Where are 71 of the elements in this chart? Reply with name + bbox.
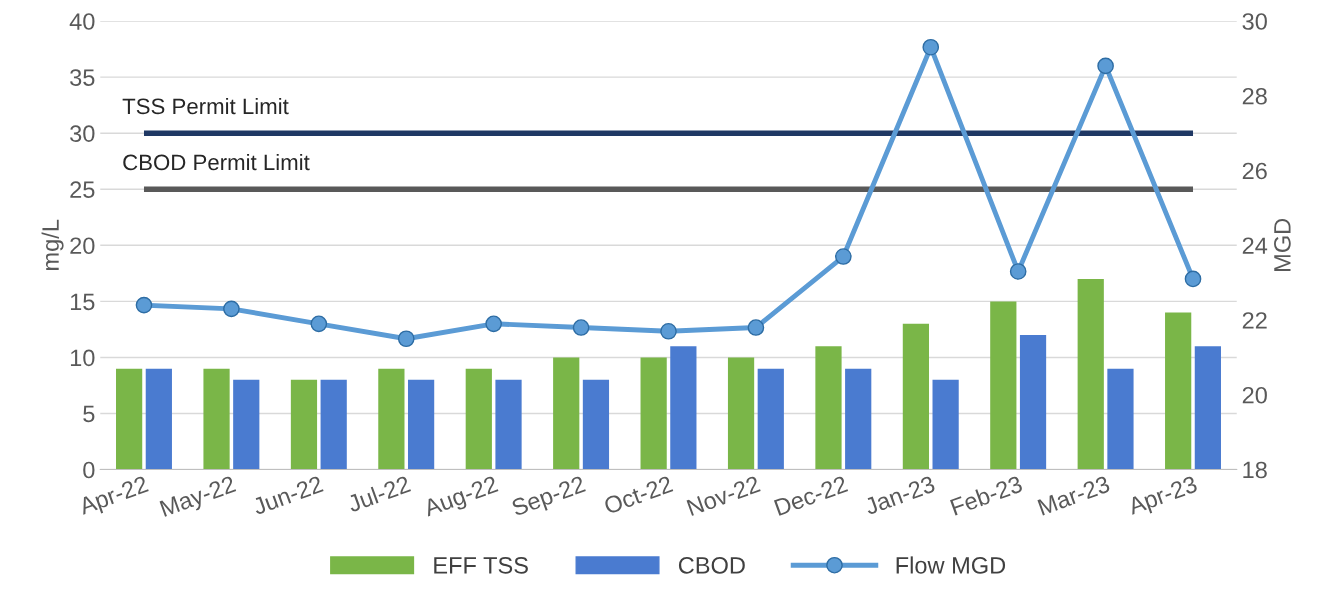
y-tick-label: 10 — [70, 349, 95, 367]
bar — [465, 368, 492, 470]
legend-label: CBOD — [678, 556, 745, 574]
y-tick-label: 20 — [70, 237, 95, 255]
y2-tick-label: 30 — [1242, 13, 1267, 30]
y-tick-label: 5 — [83, 405, 95, 423]
y-tick-label: 15 — [70, 293, 95, 311]
bar — [1107, 368, 1134, 470]
ref-line-label: TSS Permit Limit — [122, 97, 289, 115]
point — [1097, 57, 1114, 75]
point — [310, 315, 328, 333]
bar — [815, 346, 842, 470]
y-tick-label: 25 — [70, 181, 95, 199]
y2-tick-label: 26 — [1242, 162, 1267, 180]
y2-tick-label: 24 — [1242, 237, 1268, 254]
bar — [233, 379, 260, 470]
bar — [582, 379, 610, 470]
point — [922, 38, 940, 56]
bar — [320, 379, 347, 470]
y-tick-label: 40 — [69, 13, 95, 30]
ref-line-label: CBOD Permit Limit — [123, 153, 310, 171]
point — [747, 319, 765, 336]
y-tick-label: 35 — [70, 69, 95, 86]
bar — [990, 301, 1017, 470]
x-tick-label: Oct-22 — [603, 475, 674, 515]
legend-label: Flow MGD — [896, 556, 1006, 574]
bar — [407, 379, 435, 470]
point — [135, 296, 153, 314]
bar — [1019, 335, 1047, 470]
x-tick-label: Sep-22 — [510, 475, 588, 521]
x-tick-label: Dec-22 — [773, 475, 849, 517]
bar — [203, 368, 230, 470]
bar — [1165, 312, 1192, 470]
point — [835, 248, 852, 265]
bar — [116, 368, 143, 470]
x-tick-label: Jul-22 — [346, 474, 412, 513]
point — [485, 315, 502, 333]
point — [1009, 263, 1027, 280]
bar — [553, 357, 580, 470]
point — [397, 330, 415, 348]
bar — [1077, 278, 1104, 470]
x-tick-label: Mar-23 — [1037, 475, 1111, 516]
x-tick-label: Jun-22 — [251, 475, 324, 516]
bar — [1194, 346, 1221, 470]
y2-tick-label: 28 — [1242, 87, 1267, 105]
bar — [932, 379, 959, 470]
x-tick-label: Nov-22 — [686, 475, 761, 517]
bar — [640, 357, 667, 470]
y2-axis-title: MGD — [1274, 218, 1291, 271]
bar — [727, 357, 755, 470]
bar — [290, 379, 318, 470]
point — [1184, 270, 1202, 288]
bar — [845, 368, 872, 470]
y2-tick-label: 20 — [1242, 386, 1267, 404]
x-tick-label: Jan-23 — [863, 475, 936, 516]
bar — [145, 368, 172, 470]
y-tick-label: 30 — [70, 125, 95, 142]
bar — [670, 346, 697, 470]
point — [223, 300, 240, 318]
y2-tick-label: 22 — [1242, 312, 1267, 329]
bar — [757, 368, 784, 470]
point — [660, 322, 677, 340]
bar — [902, 323, 930, 470]
y-axis-title: mg/L — [41, 219, 64, 270]
bar — [378, 368, 405, 470]
x-tick-label: Apr-23 — [1126, 475, 1200, 520]
bar — [495, 379, 522, 470]
x-tick-label: Feb-23 — [949, 474, 1024, 516]
y2-tick-label: 18 — [1243, 461, 1267, 479]
point — [572, 319, 590, 336]
legend-label: EFF TSS — [434, 556, 528, 574]
